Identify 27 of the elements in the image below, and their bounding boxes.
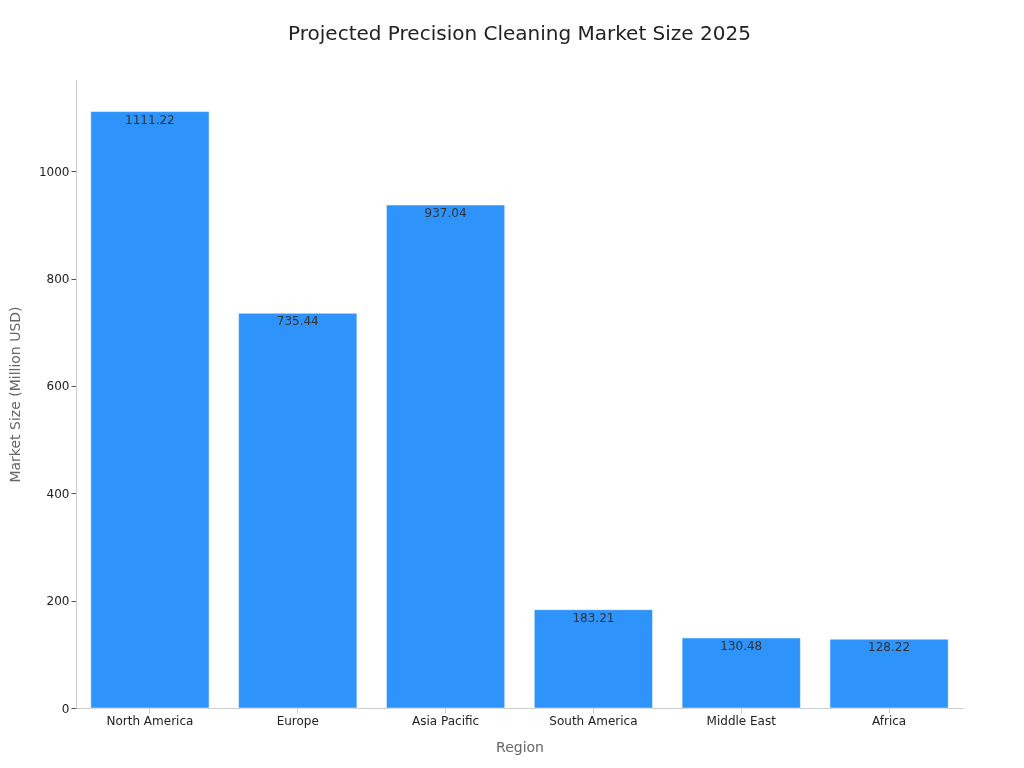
data-label: 735.44 [276, 314, 319, 329]
x-tick-label: Asia Pacific [412, 713, 480, 728]
x-tick-label: South America [549, 713, 638, 728]
x-axis-title: Region [496, 738, 544, 755]
data-label: 937.04 [424, 206, 467, 221]
y-tick-label: 1000 [38, 164, 70, 179]
y-tick-label: 600 [46, 379, 70, 394]
x-tick-label: North America [106, 713, 194, 728]
bar [238, 313, 358, 709]
data-label: 130.48 [720, 638, 763, 653]
bar [90, 111, 210, 709]
bar [829, 638, 949, 709]
y-tick-label: 200 [46, 594, 70, 609]
x-tick-label: Africa [871, 713, 907, 728]
data-label: 128.22 [868, 640, 911, 655]
x-tick-label: Europe [276, 713, 319, 728]
data-label: 1111.22 [125, 112, 175, 127]
chart-title: Projected Precision Cleaning Market Size 2025 [288, 21, 751, 45]
y-axis-title: Market Size (Million USD) [6, 306, 23, 483]
data-label: 183.21 [572, 610, 615, 625]
bar [534, 609, 653, 709]
y-tick-label: 800 [46, 272, 70, 287]
y-tick-label: 400 [46, 486, 70, 501]
y-tick-label: 0 [61, 701, 70, 716]
x-tick-label: Middle East [706, 713, 777, 728]
bar [681, 637, 801, 709]
bar [386, 204, 505, 709]
